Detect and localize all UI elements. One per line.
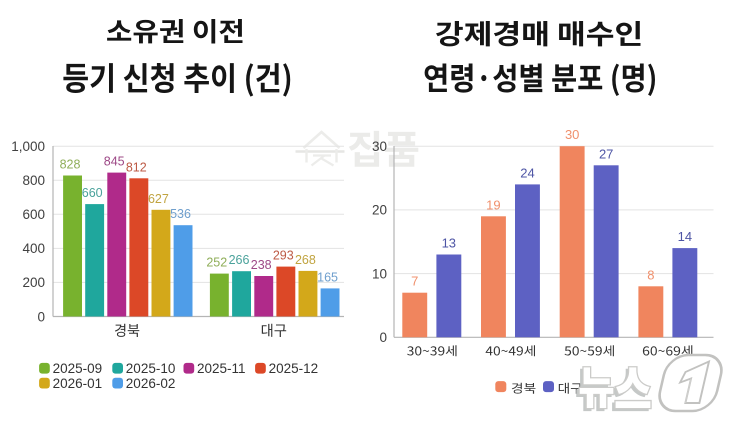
svg-text:627: 627 — [148, 192, 169, 206]
svg-text:2026-01: 2026-01 — [53, 376, 103, 391]
svg-text:600: 600 — [22, 207, 45, 222]
svg-text:27: 27 — [599, 146, 613, 161]
svg-text:19: 19 — [486, 197, 500, 212]
svg-text:252: 252 — [206, 256, 227, 270]
svg-text:293: 293 — [273, 249, 294, 263]
svg-text:400: 400 — [22, 241, 45, 256]
svg-text:7: 7 — [411, 274, 418, 289]
svg-text:10: 10 — [372, 266, 387, 281]
svg-text:536: 536 — [170, 207, 191, 221]
svg-text:200: 200 — [22, 275, 45, 290]
svg-text:20: 20 — [372, 203, 387, 218]
svg-text:13: 13 — [442, 236, 456, 251]
svg-text:24: 24 — [520, 165, 534, 180]
svg-text:845: 845 — [104, 155, 125, 169]
svg-text:8: 8 — [647, 267, 654, 282]
svg-text:268: 268 — [295, 253, 316, 267]
svg-text:812: 812 — [126, 160, 147, 174]
svg-text:0: 0 — [37, 309, 45, 324]
svg-text:800: 800 — [22, 173, 45, 188]
svg-text:828: 828 — [60, 158, 81, 172]
svg-text:2026-02: 2026-02 — [126, 376, 176, 391]
svg-text:2025-10: 2025-10 — [126, 361, 176, 376]
svg-text:0: 0 — [379, 330, 387, 345]
svg-text:660: 660 — [82, 186, 103, 200]
svg-text:30: 30 — [565, 127, 579, 142]
svg-text:2025-11: 2025-11 — [197, 361, 246, 376]
svg-text:165: 165 — [317, 270, 338, 284]
svg-text:2025-09: 2025-09 — [53, 361, 103, 376]
svg-text:30: 30 — [372, 139, 387, 154]
svg-text:238: 238 — [251, 258, 272, 272]
svg-text:266: 266 — [229, 253, 250, 267]
svg-text:14: 14 — [678, 229, 692, 244]
svg-text:1,000: 1,000 — [11, 139, 45, 154]
svg-text:2025-12: 2025-12 — [269, 361, 319, 376]
